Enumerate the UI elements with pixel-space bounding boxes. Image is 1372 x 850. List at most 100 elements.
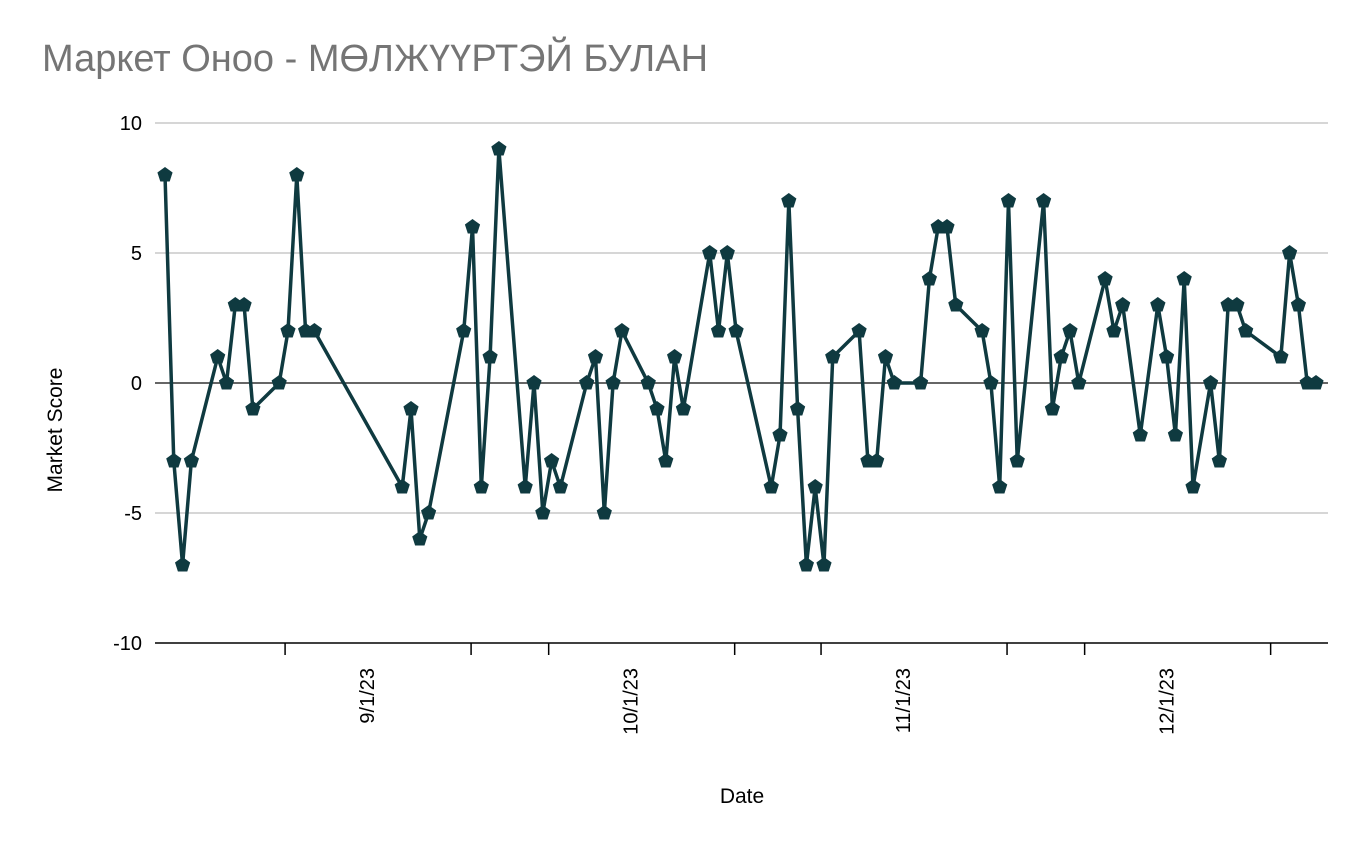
y-tick-label: 5 <box>131 243 142 265</box>
x-tick-label: 10/1/23 <box>621 668 643 735</box>
data-point <box>702 245 718 260</box>
data-point <box>1167 427 1183 442</box>
data-point <box>271 375 287 390</box>
data-point <box>763 479 779 494</box>
data-point <box>1185 479 1201 494</box>
data-point <box>798 557 814 572</box>
data-point <box>280 323 296 338</box>
data-point <box>675 401 691 416</box>
data-point <box>1115 297 1131 312</box>
data-point <box>640 375 656 390</box>
data-point <box>921 271 937 286</box>
data-point <box>877 349 894 364</box>
data-point <box>1071 375 1087 390</box>
y-tick-label: 0 <box>131 373 142 395</box>
data-point <box>1009 453 1025 468</box>
data-point <box>482 349 498 364</box>
series <box>157 141 1324 572</box>
data-point <box>473 479 489 494</box>
x-tick-label: 12/1/23 <box>1157 668 1179 735</box>
x-axis: 9/1/23 10/1/23 11/1/23 12/1/23 <box>155 642 1328 735</box>
y-tick-label: -5 <box>124 503 142 525</box>
data-point <box>772 427 788 442</box>
data-point <box>1062 323 1078 338</box>
data-point <box>166 453 182 468</box>
data-point <box>1176 271 1192 286</box>
data-point <box>544 453 560 468</box>
chart-title: Маркет Оноо - МӨЛЖҮҮРТЭЙ БУЛАН <box>42 38 709 80</box>
data-point <box>1211 453 1227 468</box>
data-point <box>1159 349 1175 364</box>
data-point <box>710 323 727 338</box>
data-point <box>183 453 199 468</box>
data-point <box>175 557 191 572</box>
data-point <box>526 375 542 390</box>
data-point <box>412 531 428 546</box>
data-point <box>403 401 419 416</box>
data-point <box>913 375 929 390</box>
data-point <box>289 167 305 182</box>
data-point <box>1150 297 1166 312</box>
data-point <box>974 323 990 338</box>
x-tick-label: 11/1/23 <box>893 668 915 733</box>
data-point <box>535 505 551 520</box>
y-tick-label: -10 <box>113 633 142 655</box>
data-point <box>596 505 612 520</box>
series-line <box>163 147 1316 567</box>
data-point <box>667 349 683 364</box>
data-point <box>983 375 999 390</box>
data-point <box>1036 193 1052 208</box>
data-point <box>236 297 252 312</box>
data-point <box>728 323 744 338</box>
data-point <box>719 245 735 260</box>
data-point <box>456 323 472 338</box>
data-point <box>587 349 604 364</box>
data-point <box>1308 375 1324 390</box>
data-point <box>1273 349 1289 364</box>
data-point <box>245 401 261 416</box>
data-point <box>517 479 533 494</box>
data-point <box>851 323 867 338</box>
data-point <box>1053 349 1069 364</box>
data-point <box>649 401 665 416</box>
data-point <box>790 401 806 416</box>
data-point <box>1238 323 1254 338</box>
data-point <box>614 323 630 338</box>
data-point <box>886 375 902 390</box>
data-point <box>1203 375 1219 390</box>
y-axis-label: Market Score <box>44 368 67 493</box>
data-point <box>658 453 674 468</box>
data-point <box>210 349 226 364</box>
data-point <box>464 219 481 234</box>
data-point <box>1132 427 1148 442</box>
data-point <box>992 479 1008 494</box>
data-point <box>306 323 322 338</box>
data-point <box>1290 297 1306 312</box>
data-point <box>1106 323 1122 338</box>
data-point <box>948 297 964 312</box>
data-point <box>157 167 173 182</box>
data-point <box>1044 401 1060 416</box>
data-point <box>1282 245 1298 260</box>
data-point <box>869 453 885 468</box>
data-point <box>1097 271 1113 286</box>
data-point <box>939 219 955 234</box>
x-tick-label: 9/1/23 <box>357 668 379 724</box>
x-axis-label: Date <box>720 785 764 808</box>
data-point <box>825 349 841 364</box>
gridlines <box>155 122 1328 514</box>
data-point <box>394 479 410 494</box>
data-point <box>579 375 595 390</box>
data-point <box>605 375 621 390</box>
data-point <box>1000 193 1017 208</box>
y-tick-label: 10 <box>120 113 142 135</box>
data-point <box>781 193 797 208</box>
data-point <box>218 375 235 390</box>
data-point <box>807 479 823 494</box>
y-axis-ticks: 10 5 0 -5 -10 <box>113 113 142 655</box>
data-point <box>552 479 568 494</box>
data-point <box>1229 297 1245 312</box>
data-point <box>421 505 437 520</box>
data-point <box>491 141 507 156</box>
